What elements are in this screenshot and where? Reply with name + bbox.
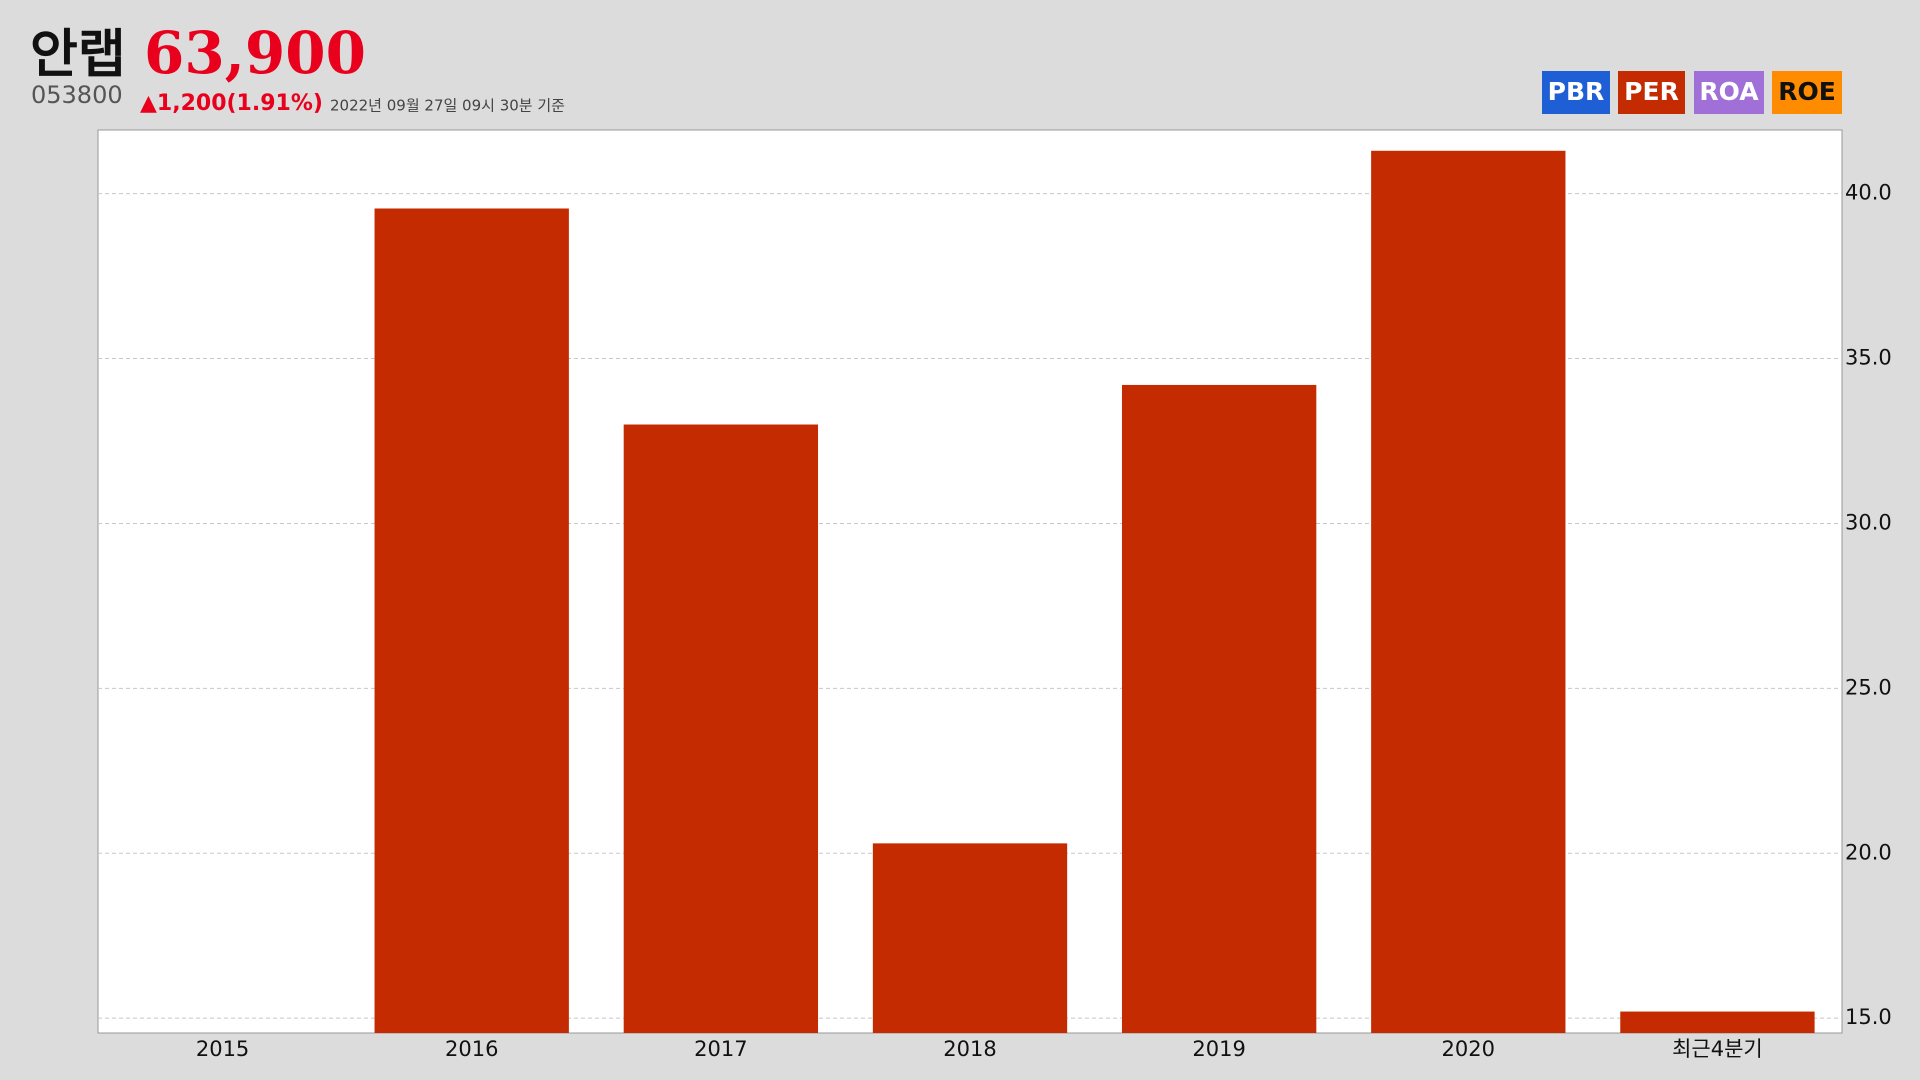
y-tick-label: 35.0 bbox=[1845, 346, 1892, 370]
metric-button-label[interactable]: PER bbox=[1624, 77, 1679, 106]
x-tick-label: 2018 bbox=[943, 1037, 996, 1061]
bar bbox=[1620, 1011, 1815, 1033]
stock-price: 63,900 bbox=[144, 19, 366, 87]
x-tick-label: 2015 bbox=[196, 1037, 249, 1061]
bar bbox=[374, 208, 569, 1034]
y-tick-label: 25.0 bbox=[1845, 675, 1892, 699]
bar bbox=[1121, 384, 1317, 1034]
x-tick-label: 2019 bbox=[1192, 1037, 1245, 1061]
metric-button-label[interactable]: ROA bbox=[1699, 77, 1759, 106]
x-tick-label: 2017 bbox=[694, 1037, 747, 1061]
metric-button[interactable] bbox=[1542, 71, 1610, 114]
metric-button[interactable] bbox=[1618, 71, 1685, 114]
timestamp: 2022년 09월 27일 09시 30분 기준 bbox=[330, 97, 565, 115]
x-tick-label: 2020 bbox=[1442, 1037, 1495, 1061]
y-tick-label: 15.0 bbox=[1845, 1005, 1892, 1029]
y-tick-label: 30.0 bbox=[1845, 510, 1892, 534]
metric-button[interactable] bbox=[1694, 71, 1764, 114]
stock-name: 안랩 bbox=[30, 25, 126, 85]
y-tick-label: 40.0 bbox=[1845, 181, 1892, 205]
bar bbox=[1371, 150, 1566, 1033]
x-tick-label: 2016 bbox=[445, 1037, 498, 1061]
price-change: ▲1,200(1.91%) bbox=[140, 91, 323, 116]
bar bbox=[623, 424, 819, 1033]
bar bbox=[872, 843, 1068, 1033]
metric-button[interactable] bbox=[1772, 71, 1842, 114]
y-tick-label: 20.0 bbox=[1845, 840, 1892, 864]
metric-button-label[interactable]: PBR bbox=[1548, 77, 1605, 106]
metric-button-label[interactable]: ROE bbox=[1778, 77, 1836, 106]
x-tick-label: 최근4분기 bbox=[1672, 1037, 1763, 1061]
stock-code: 053800 bbox=[31, 81, 123, 109]
